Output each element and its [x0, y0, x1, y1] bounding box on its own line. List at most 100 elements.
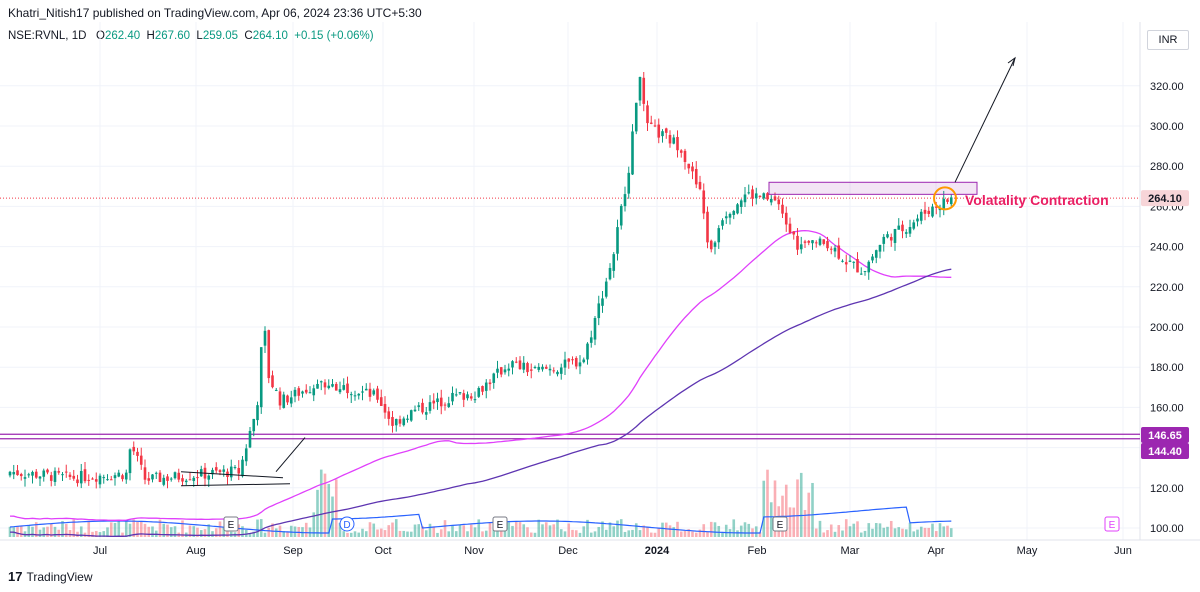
- volume-bar: [383, 530, 387, 537]
- candle-body: [252, 418, 256, 432]
- y-tick-label: 160.00: [1150, 402, 1184, 414]
- change-value: +0.15 (+0.06%): [294, 30, 374, 42]
- volume-bar: [799, 472, 803, 537]
- x-tick-label: May: [1017, 545, 1038, 557]
- y-tick-label: 120.00: [1150, 483, 1184, 495]
- time-axis[interactable]: Jul Aug Sep Oct Nov Dec 2024 Feb Mar Apr May Jun: [93, 545, 1132, 557]
- candle-body: [136, 451, 139, 456]
- candle-body: [574, 358, 578, 367]
- candle-body: [436, 398, 439, 403]
- candle-body: [488, 382, 492, 385]
- candle-body: [402, 418, 406, 426]
- y-tick-label: 220.00: [1150, 282, 1184, 294]
- volume-bar: [121, 532, 124, 537]
- candle-body: [766, 193, 769, 200]
- candle-body: [631, 131, 634, 175]
- candle-body: [61, 474, 64, 476]
- candle-body: [379, 397, 383, 406]
- volume-bar: [394, 519, 398, 537]
- volume-bar: [814, 528, 818, 537]
- volume-bar: [706, 531, 709, 537]
- volume-bar: [574, 530, 578, 537]
- volume-bar: [923, 527, 927, 537]
- volume-bar: [893, 528, 897, 537]
- y-tick-label: 200.00: [1150, 322, 1184, 334]
- volume-bar: [518, 522, 522, 537]
- candle-body: [218, 470, 222, 473]
- candle-body: [12, 472, 16, 475]
- candle-body: [619, 205, 623, 226]
- candle-body: [751, 189, 754, 199]
- candle-body: [162, 477, 166, 485]
- candle-body: [154, 472, 158, 474]
- candle-body: [889, 237, 893, 241]
- event-label: E: [777, 520, 784, 531]
- volume-bar: [927, 527, 931, 537]
- volume-bar: [878, 523, 882, 537]
- volume-bar: [361, 528, 364, 537]
- candle-body: [762, 193, 766, 199]
- volume-bar: [503, 530, 507, 537]
- candle-body: [46, 469, 49, 473]
- candle-body: [773, 196, 777, 201]
- price-tag: 144.40: [1141, 443, 1189, 459]
- candle-body: [919, 211, 923, 221]
- price-axis[interactable]: 100.00120.00140.00160.00180.00200.00220.…: [1150, 81, 1184, 535]
- candle-body: [912, 222, 916, 229]
- candle-body: [582, 359, 586, 363]
- volume-bar: [38, 529, 42, 537]
- symbol-label[interactable]: NSE:RVNL, 1D: [8, 30, 87, 42]
- candle-body: [462, 393, 466, 400]
- volume-bar: [447, 531, 451, 537]
- candle-body: [304, 389, 308, 393]
- volume-bar: [653, 532, 657, 537]
- volume-bar: [349, 532, 353, 537]
- volume-bar: [661, 522, 664, 537]
- volume-bar: [822, 532, 826, 537]
- volume-bar: [211, 531, 214, 537]
- candle-body: [908, 227, 912, 234]
- volume-bar: [702, 524, 706, 537]
- symbol-legend: NSE:RVNL, 1D O262.40 H267.60 L259.05 C26…: [8, 30, 374, 42]
- candle-body: [717, 228, 721, 243]
- candle-body: [331, 384, 334, 387]
- currency-button[interactable]: INR: [1147, 30, 1189, 50]
- candle-body: [758, 195, 762, 197]
- candle-body: [417, 405, 421, 407]
- candle-body: [556, 371, 559, 375]
- volume-bar: [248, 532, 252, 537]
- candle-body: [878, 244, 882, 252]
- candle-body: [946, 199, 949, 202]
- volume-bar: [747, 523, 751, 537]
- volume-bar: [222, 527, 226, 537]
- candle-body: [42, 470, 46, 477]
- volume-bar: [589, 532, 593, 537]
- price-tag-box: [1141, 427, 1189, 443]
- candle-body: [886, 234, 889, 238]
- volume-bar: [634, 523, 638, 537]
- volume-bar: [769, 502, 773, 537]
- candle-body: [931, 206, 934, 217]
- volume-bar: [919, 526, 923, 537]
- candle-body: [334, 383, 338, 391]
- volume-bar: [736, 530, 739, 537]
- volume-bar: [312, 512, 316, 537]
- candle-body: [323, 382, 327, 388]
- candle-body: [278, 391, 282, 406]
- candle-body: [8, 471, 12, 476]
- brand-name: TradingView: [26, 569, 93, 584]
- candle-body: [616, 227, 619, 254]
- candle-body: [507, 368, 511, 371]
- volume-bar: [372, 523, 376, 537]
- event-label: E: [1109, 520, 1116, 531]
- volume-bar: [912, 531, 916, 537]
- candle-body: [736, 204, 739, 214]
- volume-bar: [604, 529, 608, 537]
- triangle-upper: [180, 471, 284, 479]
- candle-body: [222, 469, 226, 472]
- volume-bar: [848, 526, 852, 537]
- candle-body: [439, 397, 443, 407]
- candle-body: [23, 477, 27, 479]
